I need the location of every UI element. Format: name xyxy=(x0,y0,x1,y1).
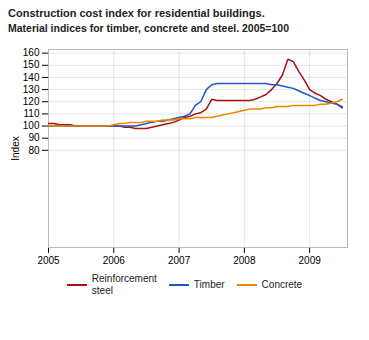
svg-text:80: 80 xyxy=(28,145,40,156)
svg-text:Index: Index xyxy=(10,136,21,160)
svg-text:150: 150 xyxy=(23,60,40,71)
svg-text:90: 90 xyxy=(28,132,40,143)
svg-text:2007: 2007 xyxy=(168,255,191,266)
svg-text:160: 160 xyxy=(23,47,40,58)
html-text:Timber: Timber xyxy=(193,278,225,290)
svg-text:2009: 2009 xyxy=(299,255,322,266)
svg-text:2006: 2006 xyxy=(103,255,126,266)
svg-text:130: 130 xyxy=(23,84,40,95)
svg-text:120: 120 xyxy=(23,96,40,107)
html-text:Construction cost index for re: Construction cost index for residential … xyxy=(8,7,265,19)
svg-text:100: 100 xyxy=(23,120,40,131)
svg-text:2005: 2005 xyxy=(37,255,60,266)
svg-text:140: 140 xyxy=(23,72,40,83)
svg-text:110: 110 xyxy=(24,108,40,119)
html-text:Material indices for timber, c: Material indices for timber, concrete an… xyxy=(8,21,289,34)
html-text:Reinforcement steel: Reinforcement steel xyxy=(91,273,157,296)
svg-text:2008: 2008 xyxy=(233,255,256,266)
html-text:Concrete: Concrete xyxy=(261,278,303,290)
